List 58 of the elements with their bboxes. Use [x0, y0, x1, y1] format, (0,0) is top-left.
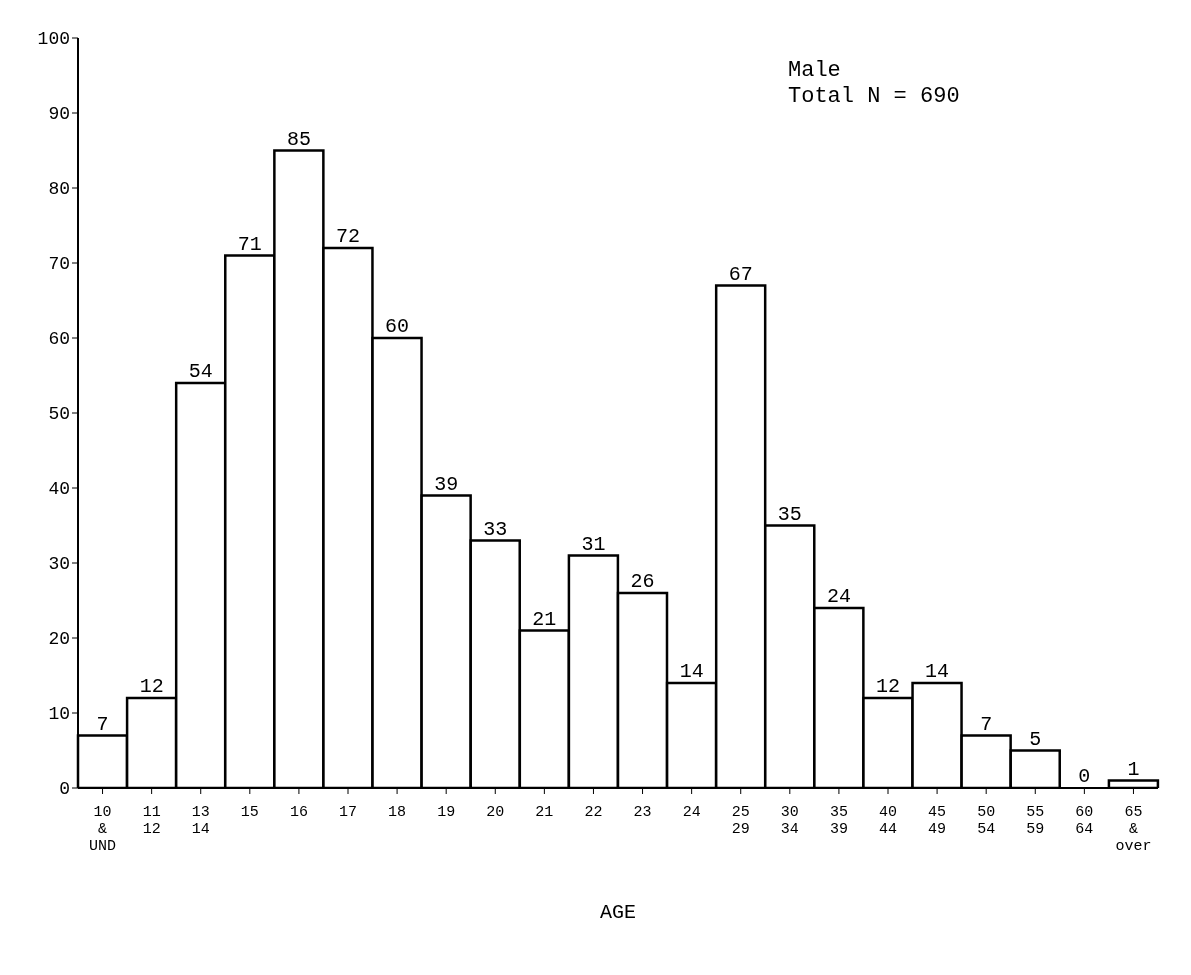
data-label: 7 [980, 712, 993, 736]
data-label: 71 [237, 232, 262, 256]
x-axis-title: AGE [599, 901, 637, 924]
x-tick-label: 40 44 [878, 804, 898, 838]
x-tick-label: 60 64 [1075, 804, 1094, 838]
data-label: 67 [728, 262, 753, 286]
y-tick-label: 70 [48, 254, 70, 275]
data-label: 14 [925, 660, 950, 683]
data-label: 39 [434, 472, 459, 496]
data-label: 31 [581, 532, 606, 556]
y-tick-label: 20 [48, 629, 70, 650]
x-tick-label: 16 [289, 804, 308, 821]
data-label: 72 [335, 225, 361, 248]
x-tick-label: 18 [388, 804, 407, 821]
x-tick-label: 13 14 [191, 804, 210, 838]
x-tick-label: 50 54 [977, 804, 996, 838]
data-label: 14 [679, 660, 704, 683]
annotation: Male [788, 58, 842, 84]
x-tick-label: 45 49 [928, 804, 947, 838]
x-tick-label: 15 [240, 804, 259, 821]
data-label: 0 [1078, 765, 1091, 788]
data-label: 12 [875, 675, 901, 698]
data-label: 26 [630, 570, 655, 593]
data-label: 60 [385, 315, 410, 338]
x-tick-label: 65 & over [1115, 804, 1152, 855]
data-label: 5 [1029, 727, 1042, 751]
x-tick-label: 22 [584, 804, 603, 821]
data-label: 35 [777, 502, 802, 526]
data-label: 7 [96, 712, 109, 736]
x-tick-label: 17 [338, 804, 358, 821]
y-tick-label: 30 [48, 554, 70, 575]
data-label: 12 [139, 675, 164, 698]
x-tick-label: 25 29 [731, 804, 750, 838]
data-label: 85 [286, 127, 311, 151]
y-tick-label: 100 [37, 29, 70, 50]
x-tick-label: 23 [633, 804, 652, 821]
y-tick-label: 0 [59, 779, 70, 800]
x-tick-label: 20 [486, 804, 505, 821]
y-tick-label: 40 [48, 479, 70, 500]
x-tick-label: 21 [535, 804, 554, 821]
data-label: 21 [532, 607, 557, 631]
x-tick-label: 24 [682, 804, 701, 821]
x-tick-label: 10 & UND [89, 804, 117, 855]
y-tick-label: 80 [48, 179, 70, 200]
data-label: 1 [1127, 757, 1140, 781]
data-label: 24 [826, 585, 851, 608]
y-tick-label: 10 [48, 704, 70, 725]
x-tick-label: 35 39 [829, 804, 848, 838]
x-tick-label: 19 [437, 804, 456, 821]
data-label: 33 [483, 517, 508, 541]
x-tick-label: 30 34 [780, 804, 799, 838]
y-tick-label: 60 [48, 329, 70, 350]
y-tick-label: 90 [48, 104, 70, 125]
x-tick-label: 55 59 [1026, 804, 1045, 838]
x-tick-label: 11 12 [142, 804, 161, 838]
data-label: 54 [188, 360, 213, 383]
y-tick-label: 50 [48, 404, 70, 425]
annotation: Total N = 690 [788, 84, 960, 110]
